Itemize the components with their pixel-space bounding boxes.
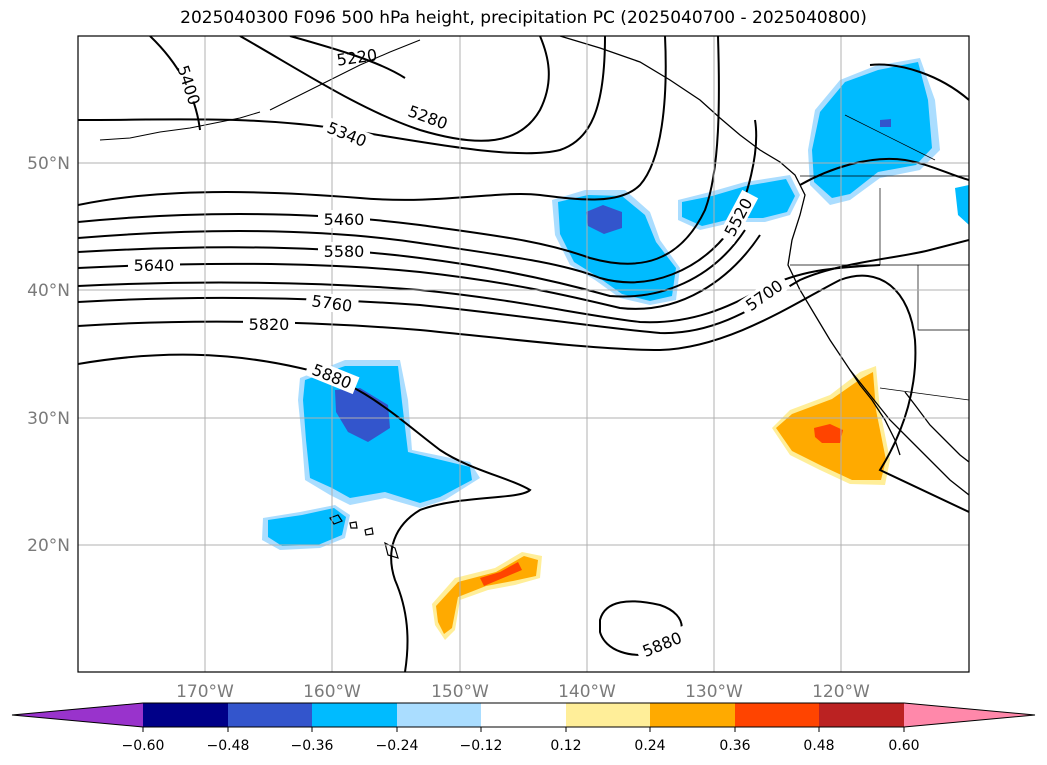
colorbar-extend-max	[904, 703, 1035, 727]
contour-line	[78, 239, 969, 335]
contour-line	[78, 36, 667, 206]
colorbar-tick-label: 0.12	[550, 738, 581, 754]
colorbar-tick-label: 0.60	[888, 738, 919, 754]
contour-line	[78, 353, 532, 672]
precip-negative-region	[880, 119, 891, 127]
height-contours	[78, 36, 969, 672]
contour-label: 5640	[134, 256, 175, 275]
map-border	[77, 35, 970, 673]
contour-line	[78, 36, 606, 155]
precip-positive-region	[814, 424, 843, 443]
contour-line	[78, 229, 746, 298]
precip-positive-region	[436, 556, 538, 634]
contour-line	[239, 36, 550, 142]
borders	[790, 114, 969, 401]
us-mexico-border	[879, 387, 969, 401]
plot-title: 2025040300 F096 500 hPa height, precipit…	[180, 8, 867, 28]
lon-tick-label: 150°W	[431, 682, 489, 702]
colorbar-segment	[228, 703, 312, 727]
lat-tick-labels: 50°N 40°N 30°N 20°N	[27, 154, 70, 556]
precip-negative-region	[955, 185, 969, 225]
precip-negative-region	[812, 62, 932, 198]
colorbar-segment	[650, 703, 735, 727]
gulf-of-california-coast	[904, 391, 969, 463]
alaska-coast	[269, 39, 421, 111]
colorbar-tick-label: −0.12	[460, 738, 503, 754]
contour-line	[289, 36, 406, 79]
precip-negative-region	[586, 205, 622, 234]
lon-tick-label: 140°W	[558, 682, 616, 702]
colorbar-segment	[735, 703, 819, 727]
colorbar-segment	[566, 703, 650, 727]
precip-positive-region	[480, 562, 522, 586]
contour-line	[799, 157, 969, 186]
aleutian-islands	[99, 111, 261, 141]
precip-negative-region	[268, 508, 346, 546]
colorbar-tick-label: −0.24	[376, 738, 419, 754]
contour-line	[78, 234, 761, 310]
colorbar: −0.60 −0.48 −0.36 −0.24 −0.12 0.12 0.24 …	[11, 702, 1036, 754]
colorbar-segment	[397, 703, 481, 727]
gridlines	[78, 36, 969, 672]
colorbar-extend-min	[12, 703, 143, 727]
contour-line	[78, 274, 969, 513]
colorbar-ticks	[142, 727, 905, 732]
province-border	[844, 114, 936, 161]
lat-tick-label: 20°N	[27, 536, 70, 556]
precip-shading	[262, 58, 969, 640]
lat-tick-label: 50°N	[27, 154, 70, 174]
coastlines	[99, 36, 969, 496]
contour-line	[869, 63, 969, 101]
state-border	[917, 265, 969, 331]
lon-tick-label: 160°W	[303, 682, 361, 702]
lon-tick-label: 130°W	[685, 682, 743, 702]
lat-tick-label: 40°N	[27, 281, 70, 301]
lon-tick-label: 170°W	[176, 682, 234, 702]
contour-label: 5460	[324, 210, 365, 229]
colorbar-segment	[819, 703, 904, 727]
colorbar-tick-label: −0.48	[207, 738, 250, 754]
lon-tick-labels: 170°W 160°W 150°W 140°W 130°W 120°W	[176, 682, 870, 702]
colorbar-tick-label: 0.24	[634, 738, 665, 754]
colorbar-segment	[312, 703, 397, 727]
lon-tick-label: 120°W	[812, 682, 870, 702]
colorbar-tick-label: 0.36	[719, 738, 750, 754]
colorbar-segment	[481, 703, 566, 727]
contour-label: 5820	[249, 315, 290, 334]
colorbar-tick-label: −0.36	[291, 738, 334, 754]
colorbar-tick-label: −0.60	[122, 738, 165, 754]
contour-label: 5580	[324, 242, 365, 261]
lat-tick-label: 30°N	[27, 409, 70, 429]
colorbar-segment	[143, 703, 228, 727]
colorbar-tick-label: 0.48	[803, 738, 834, 754]
north-america-coastline	[559, 36, 969, 496]
